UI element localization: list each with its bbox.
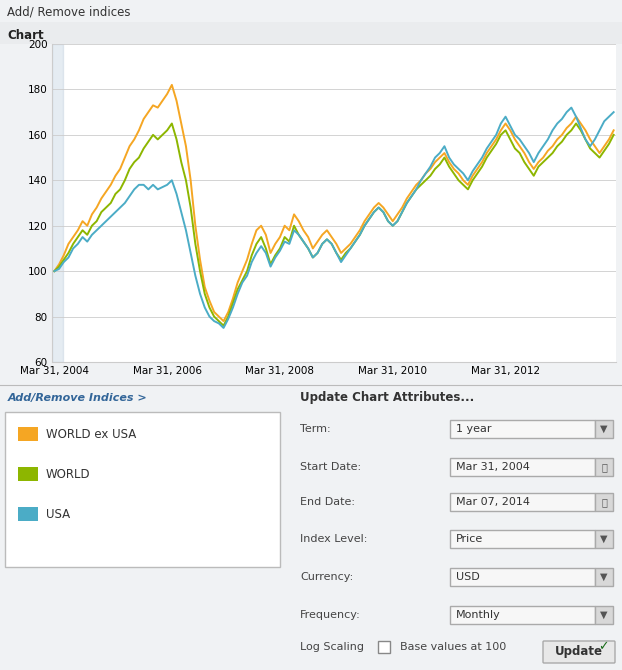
FancyBboxPatch shape — [450, 493, 595, 511]
Text: Base values at 100: Base values at 100 — [400, 642, 506, 652]
Text: WORLD: WORLD — [46, 468, 91, 480]
Text: Add/Remove Indices >: Add/Remove Indices > — [8, 393, 148, 403]
FancyBboxPatch shape — [5, 412, 280, 567]
Text: Currency:: Currency: — [300, 572, 353, 582]
FancyBboxPatch shape — [595, 568, 613, 586]
Text: Mar 07, 2014: Mar 07, 2014 — [456, 497, 530, 507]
FancyBboxPatch shape — [595, 420, 613, 438]
Text: 📅: 📅 — [601, 497, 607, 507]
Text: Mar 31, 2004: Mar 31, 2004 — [456, 462, 530, 472]
Bar — [18, 427, 38, 441]
Text: ▼: ▼ — [600, 572, 608, 582]
Text: 📅: 📅 — [601, 462, 607, 472]
Text: WORLD ex USA: WORLD ex USA — [46, 427, 136, 440]
Text: ✓: ✓ — [598, 641, 608, 653]
FancyBboxPatch shape — [595, 606, 613, 624]
FancyBboxPatch shape — [450, 606, 595, 624]
Text: Update: Update — [555, 645, 603, 659]
FancyBboxPatch shape — [450, 420, 595, 438]
Text: Log Scaling: Log Scaling — [300, 642, 364, 652]
Text: ▼: ▼ — [600, 534, 608, 544]
FancyBboxPatch shape — [595, 493, 613, 511]
Text: Price: Price — [456, 534, 483, 544]
FancyBboxPatch shape — [595, 530, 613, 548]
Text: USA: USA — [46, 507, 70, 521]
Bar — [18, 507, 38, 521]
Bar — [18, 467, 38, 481]
Text: Term:: Term: — [300, 424, 331, 434]
FancyBboxPatch shape — [450, 568, 595, 586]
Bar — [52, 44, 63, 362]
Text: Add/ Remove indices: Add/ Remove indices — [7, 5, 131, 19]
Text: Chart: Chart — [7, 29, 44, 42]
Text: Monthly: Monthly — [456, 610, 501, 620]
Text: ▼: ▼ — [600, 610, 608, 620]
Text: Start Date:: Start Date: — [300, 462, 361, 472]
FancyBboxPatch shape — [543, 641, 615, 663]
Text: USD: USD — [456, 572, 480, 582]
Text: Index Level:: Index Level: — [300, 534, 368, 544]
Text: Update Chart Attributes...: Update Chart Attributes... — [300, 391, 474, 405]
FancyBboxPatch shape — [378, 641, 390, 653]
Text: ▼: ▼ — [600, 424, 608, 434]
Text: End Date:: End Date: — [300, 497, 355, 507]
Text: 1 year: 1 year — [456, 424, 491, 434]
FancyBboxPatch shape — [595, 458, 613, 476]
FancyBboxPatch shape — [450, 530, 595, 548]
Text: Frequency:: Frequency: — [300, 610, 361, 620]
FancyBboxPatch shape — [597, 641, 609, 653]
FancyBboxPatch shape — [450, 458, 595, 476]
